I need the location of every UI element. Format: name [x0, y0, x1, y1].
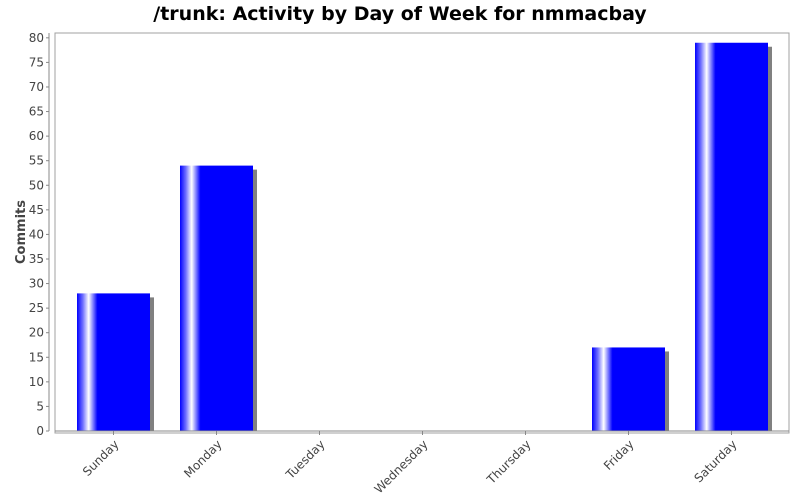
- x-tick-label-sunday: Sunday: [80, 437, 122, 479]
- x-tick-label-thursday: Thursday: [484, 437, 534, 487]
- x-tick-label-tuesday: Tuesday: [282, 437, 327, 482]
- y-tick-label: 10: [29, 375, 44, 389]
- y-tick-label: 55: [29, 154, 44, 168]
- y-tick-label: 40: [29, 227, 44, 241]
- bars: [77, 42, 768, 432]
- y-tick-label: 30: [29, 277, 44, 291]
- x-tick-label-wednesday: Wednesday: [372, 437, 431, 496]
- chart-title: /trunk: Activity by Day of Week for nmma…: [153, 3, 647, 25]
- bar-sunday: [77, 293, 150, 431]
- plot-area: [54, 32, 790, 434]
- y-tick-label: 75: [29, 55, 44, 69]
- x-tick-label-monday: Monday: [181, 437, 224, 480]
- y-tick-label: 15: [29, 350, 44, 364]
- x-tick-label-saturday: Saturday: [691, 437, 739, 485]
- y-tick-label: 70: [29, 80, 44, 94]
- bar-friday: [592, 347, 665, 431]
- y-axis: 0 5 10 15 20 25 30 35 40 45 50 55 60 65 70 75 80: [29, 31, 50, 438]
- x-tick-label-friday: Friday: [601, 437, 637, 473]
- y-tick-label: 5: [36, 399, 44, 413]
- y-axis-title: Commits: [14, 200, 29, 264]
- y-tick-label: 80: [29, 31, 44, 45]
- bar-saturday: [695, 42, 768, 432]
- y-tick-label: 25: [29, 301, 44, 315]
- y-tick-label: 20: [29, 326, 44, 340]
- bar-monday: [180, 165, 253, 432]
- y-tick-label: 60: [29, 129, 44, 143]
- y-tick-label: 0: [36, 424, 44, 438]
- y-tick-label: 50: [29, 178, 44, 192]
- y-tick-label: 35: [29, 252, 44, 266]
- y-tick-label: 65: [29, 105, 44, 119]
- x-axis: Sunday Monday Tuesday Wednesday Thursday Frid…: [55, 430, 789, 496]
- y-tick-label: 45: [29, 203, 44, 217]
